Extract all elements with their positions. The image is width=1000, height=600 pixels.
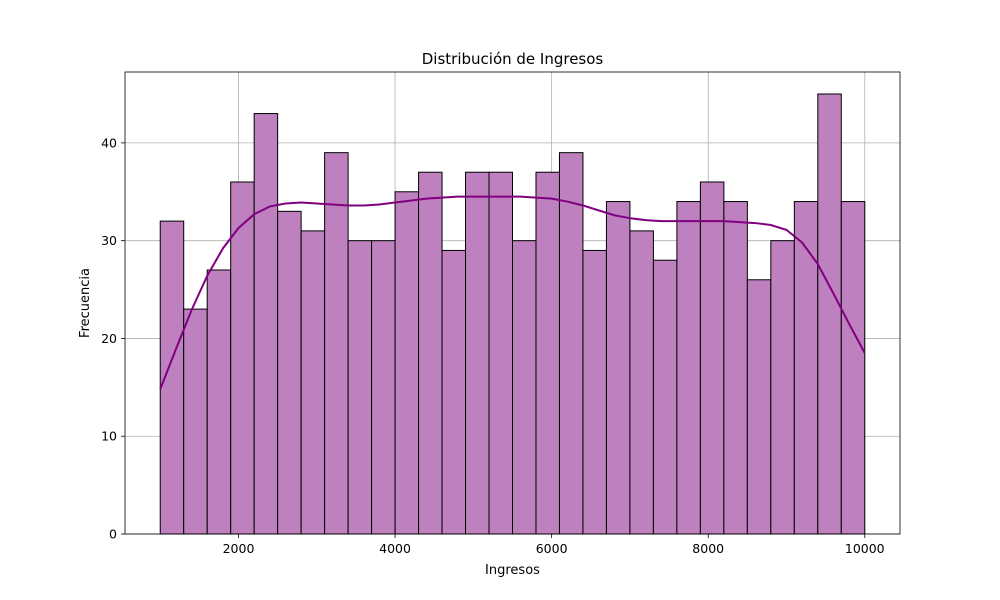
kde-curve xyxy=(159,195,866,390)
histogram-bar xyxy=(699,181,725,535)
histogram-bar xyxy=(582,249,607,535)
plot-area xyxy=(124,71,901,535)
x-tick-label: 4000 xyxy=(379,541,411,556)
y-tick-label: 0 xyxy=(109,527,117,542)
axis-ticks: 2000 4000 6000 8000 10000 0 10 20 30 40 xyxy=(101,135,885,556)
y-tick-label: 30 xyxy=(101,233,117,248)
histogram-bar xyxy=(277,210,302,535)
y-tick-label: 10 xyxy=(101,429,117,444)
histogram-bars xyxy=(159,93,866,535)
histogram-bar xyxy=(512,240,537,535)
histogram-bar xyxy=(418,171,443,535)
histogram-bar xyxy=(723,201,748,535)
x-tick-label: 2000 xyxy=(223,541,255,556)
histogram-bar xyxy=(605,201,631,535)
histogram-bar xyxy=(183,308,208,535)
histogram-bar xyxy=(324,152,349,535)
histogram-bar xyxy=(817,93,842,535)
histogram-bar xyxy=(371,240,396,535)
histogram-bar xyxy=(300,230,326,535)
chart-title: Distribución de Ingresos xyxy=(422,50,604,68)
histogram-bar xyxy=(206,269,232,535)
x-tick-label: 10000 xyxy=(845,541,885,556)
histogram-bar xyxy=(488,171,513,535)
histogram-bar xyxy=(770,240,795,535)
histogram-bar xyxy=(535,171,560,535)
axes-frame xyxy=(124,71,901,535)
histogram-bar xyxy=(394,191,420,535)
x-tick-label: 6000 xyxy=(536,541,568,556)
histogram-bar xyxy=(629,230,654,535)
histogram-bar xyxy=(652,259,678,535)
histogram-bar xyxy=(465,171,490,535)
histogram-bar xyxy=(676,201,701,535)
histogram-bar xyxy=(746,279,772,535)
histogram-bar xyxy=(441,249,467,535)
x-tick-label: 8000 xyxy=(692,541,724,556)
y-tick-label: 20 xyxy=(101,331,117,346)
histogram-bar xyxy=(558,152,584,535)
x-axis-label: Ingresos xyxy=(485,563,540,578)
histogram-bar xyxy=(793,201,819,535)
y-tick-label: 40 xyxy=(101,135,117,150)
y-axis-label: Frecuencia xyxy=(78,268,93,338)
histogram-bar xyxy=(347,240,373,535)
histogram-bar xyxy=(253,113,279,535)
histogram-bar xyxy=(840,201,866,535)
